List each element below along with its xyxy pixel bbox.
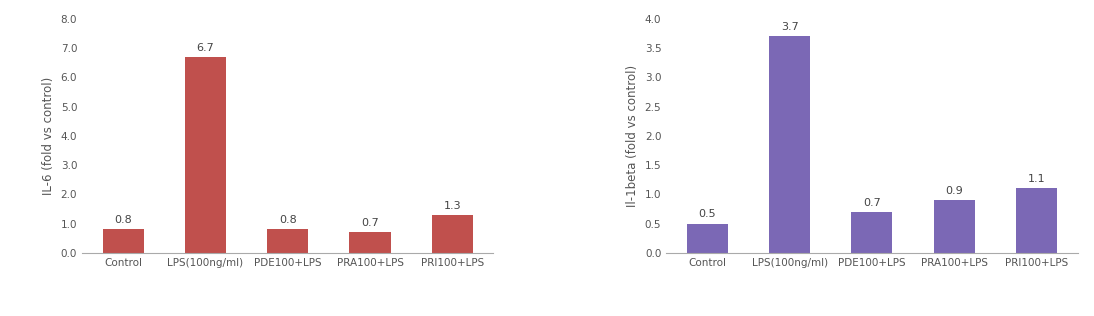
Bar bbox=[769, 37, 811, 253]
Text: 3.7: 3.7 bbox=[781, 22, 799, 32]
Bar bbox=[267, 229, 309, 253]
Bar bbox=[432, 215, 473, 253]
Text: 0.5: 0.5 bbox=[699, 210, 717, 219]
Bar bbox=[349, 232, 391, 253]
Text: 6.7: 6.7 bbox=[197, 43, 214, 53]
Bar bbox=[185, 57, 226, 253]
Y-axis label: IL-6 (fold vs control): IL-6 (fold vs control) bbox=[43, 77, 55, 195]
Y-axis label: Il-1beta (fold vs control): Il-1beta (fold vs control) bbox=[626, 65, 639, 207]
Bar bbox=[687, 224, 728, 253]
Text: 0.8: 0.8 bbox=[279, 215, 296, 225]
Bar bbox=[103, 229, 143, 253]
Text: 0.7: 0.7 bbox=[361, 218, 379, 228]
Bar bbox=[851, 212, 893, 253]
Text: 0.9: 0.9 bbox=[945, 186, 963, 196]
Text: 1.3: 1.3 bbox=[443, 201, 461, 210]
Bar bbox=[1016, 188, 1057, 253]
Bar bbox=[933, 200, 975, 253]
Text: 0.7: 0.7 bbox=[863, 198, 881, 208]
Text: 0.8: 0.8 bbox=[114, 215, 132, 225]
Text: 1.1: 1.1 bbox=[1027, 174, 1045, 184]
